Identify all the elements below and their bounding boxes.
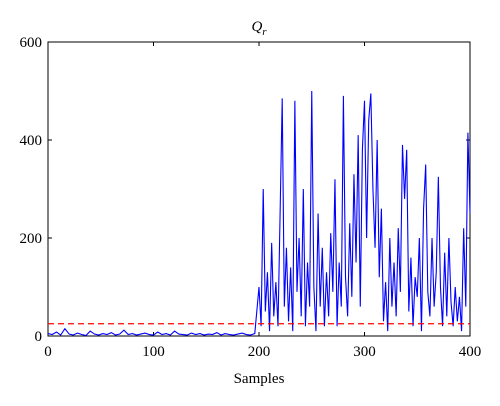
x-tick-label: 0 bbox=[44, 344, 52, 360]
data-line bbox=[47, 90, 471, 337]
x-tick-label: 400 bbox=[459, 344, 482, 360]
y-tick-label: 600 bbox=[20, 35, 43, 51]
chart-title: Qr bbox=[251, 19, 267, 38]
title-main: Q bbox=[251, 19, 262, 35]
x-tick-label: 100 bbox=[142, 344, 165, 360]
x-tick-label: 200 bbox=[248, 344, 271, 360]
x-tick-label: 300 bbox=[353, 344, 376, 360]
x-axis-label: Samples bbox=[234, 371, 285, 387]
y-tick-label: 200 bbox=[20, 231, 43, 247]
title-subscript: r bbox=[262, 26, 267, 38]
y-tick-label: 0 bbox=[35, 329, 43, 345]
y-tick-label: 400 bbox=[20, 133, 43, 149]
